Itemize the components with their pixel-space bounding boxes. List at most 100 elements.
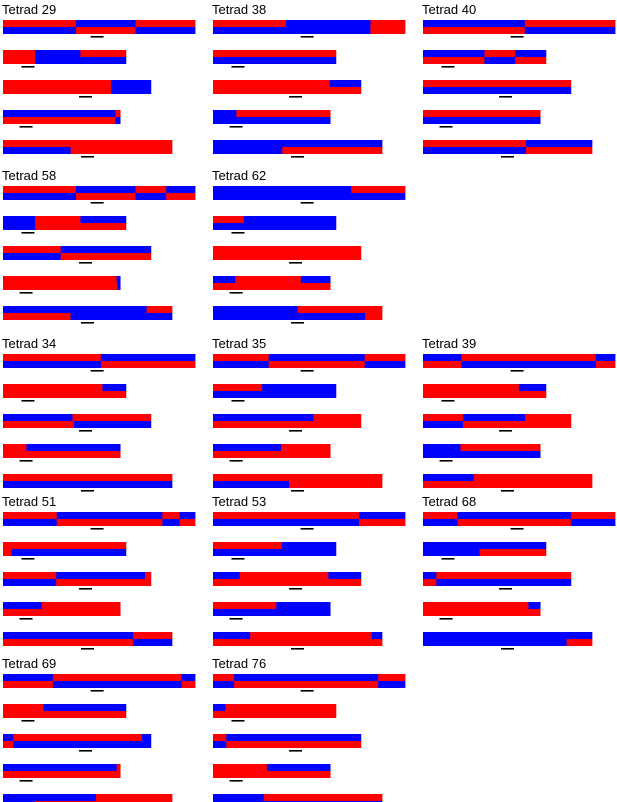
chromosome xyxy=(423,414,572,432)
chromatid-segment xyxy=(213,361,270,368)
tetrad-panel: Tetrad 51 xyxy=(2,494,196,650)
chromatid-segment xyxy=(213,542,283,549)
chromatid-segment xyxy=(3,632,134,639)
chromatid-segment xyxy=(423,481,593,488)
chromatid-segment xyxy=(239,572,329,579)
chromatid-segment xyxy=(213,639,383,646)
chromatid-segment xyxy=(213,110,237,117)
chromatid-segment xyxy=(179,519,196,526)
chromatid-segment xyxy=(3,602,43,609)
chromosome xyxy=(3,474,173,492)
chromatid-segment xyxy=(300,276,331,283)
chromosome xyxy=(3,734,152,752)
chromatid-segment xyxy=(3,474,173,481)
chromatid-segment xyxy=(526,147,593,154)
chromatid-segment xyxy=(3,361,102,368)
chromatid-segment xyxy=(213,253,362,260)
chromosome xyxy=(3,50,127,68)
chromatid-segment xyxy=(213,421,362,428)
centromere-marker xyxy=(439,618,453,620)
chromatid-segment xyxy=(73,421,152,428)
chromatid-segment xyxy=(371,632,383,639)
chromosome xyxy=(213,140,383,158)
chromosome xyxy=(423,512,616,530)
chromatid-segment xyxy=(460,444,541,451)
chromatid-segment xyxy=(213,384,263,391)
chromatid-segment xyxy=(3,384,103,391)
chromatid-segment xyxy=(225,704,337,711)
chromatid-segment xyxy=(213,414,314,421)
chromosome xyxy=(213,216,337,234)
chromatid-segment xyxy=(213,519,360,526)
chromatid-segment xyxy=(213,794,265,801)
chromosome xyxy=(423,632,593,650)
chromatid-segment xyxy=(351,186,406,193)
chromatid-segment xyxy=(3,50,36,57)
chromatid-segment xyxy=(179,512,196,519)
tetrad-title: Tetrad 76 xyxy=(212,656,266,671)
chromatid-segment xyxy=(276,602,331,609)
chromatid-segment xyxy=(3,27,77,34)
chromatid-segment xyxy=(135,27,196,34)
centromere-marker xyxy=(21,400,35,402)
centromere-marker xyxy=(19,780,33,782)
chromatid-segment xyxy=(3,147,71,154)
centromere-marker xyxy=(231,720,245,722)
chromatid-segment xyxy=(235,276,302,283)
chromosome xyxy=(423,80,572,98)
chromatid-segment xyxy=(213,674,235,681)
centromere-marker xyxy=(499,96,513,98)
chromatid-segment xyxy=(181,681,196,688)
chromatid-segment xyxy=(80,50,127,57)
tetrad-title: Tetrad 35 xyxy=(212,336,266,351)
centromere-marker xyxy=(19,618,33,620)
chromatid-segment xyxy=(213,771,331,778)
centromere-marker xyxy=(79,588,93,590)
chromatid-segment xyxy=(423,80,572,87)
centromere-marker xyxy=(300,202,314,204)
centromere-marker xyxy=(290,490,304,492)
chromosome xyxy=(213,444,331,462)
centromere-marker xyxy=(289,262,303,264)
chromosome xyxy=(213,512,406,530)
chromatid-segment xyxy=(461,361,597,368)
chromatid-segment xyxy=(213,186,352,193)
tetrad-title: Tetrad 62 xyxy=(212,168,266,183)
chromosome xyxy=(3,276,121,294)
chromatid-segment xyxy=(3,481,173,488)
chromatid-segment xyxy=(364,354,406,361)
chromatid-segment xyxy=(3,193,77,200)
chromatid-segment xyxy=(213,147,283,154)
tetrad-panel: Tetrad 68 xyxy=(422,494,616,650)
chromatid-segment xyxy=(524,20,616,27)
chromosome xyxy=(3,674,196,692)
centromere-marker xyxy=(290,322,304,324)
chromatid-segment xyxy=(213,681,235,688)
centromere-marker xyxy=(439,126,453,128)
chromatid-segment xyxy=(423,140,527,147)
chromatid-segment xyxy=(479,549,547,556)
chromatid-segment xyxy=(41,602,121,609)
chromatid-segment xyxy=(213,313,366,320)
chromatid-segment xyxy=(102,384,127,391)
chromatid-segment xyxy=(518,384,547,391)
chromatid-segment xyxy=(313,414,362,421)
chromatid-segment xyxy=(423,519,458,526)
chromatid-segment xyxy=(358,519,406,526)
centromere-marker xyxy=(441,66,455,68)
tetrad-panel: Tetrad 38 xyxy=(212,2,406,158)
chromatid-segment xyxy=(3,444,27,451)
chromatid-segment xyxy=(213,27,371,34)
chromatid-segment xyxy=(133,639,173,646)
chromatid-segment xyxy=(75,186,136,193)
tetrad-panel: Tetrad 58 xyxy=(2,168,196,324)
chromatid-segment xyxy=(213,572,241,579)
chromatid-segment xyxy=(213,20,287,27)
chromatid-segment xyxy=(3,253,62,260)
chromosome xyxy=(3,414,152,432)
chromatid-segment xyxy=(524,27,616,34)
chromatid-segment xyxy=(26,444,121,451)
tetrad-title: Tetrad 34 xyxy=(2,336,56,351)
tetrad-title: Tetrad 38 xyxy=(212,2,266,17)
tetrad-panel: Tetrad 34 xyxy=(2,336,196,492)
